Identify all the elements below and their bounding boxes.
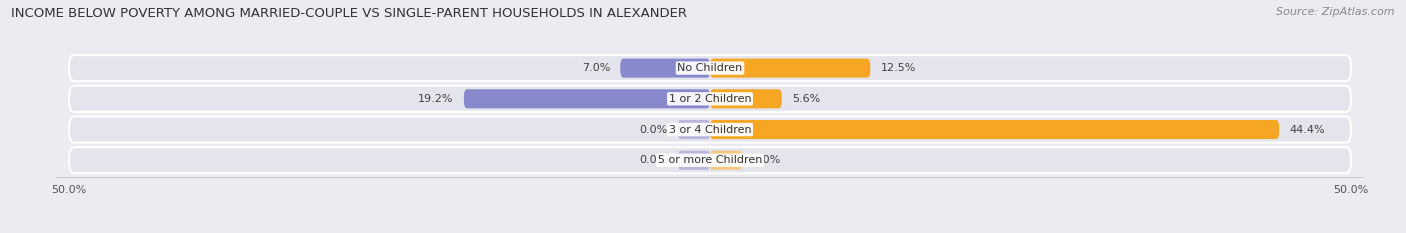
FancyBboxPatch shape xyxy=(69,116,1351,143)
Text: 5 or more Children: 5 or more Children xyxy=(658,155,762,165)
Text: 0.0%: 0.0% xyxy=(640,155,668,165)
FancyBboxPatch shape xyxy=(69,147,1351,173)
FancyBboxPatch shape xyxy=(620,58,710,78)
Text: 0.0%: 0.0% xyxy=(640,124,668,134)
Text: 44.4%: 44.4% xyxy=(1289,124,1324,134)
Text: 0.0%: 0.0% xyxy=(752,155,780,165)
FancyBboxPatch shape xyxy=(69,55,1351,81)
Text: 3 or 4 Children: 3 or 4 Children xyxy=(669,124,751,134)
FancyBboxPatch shape xyxy=(710,89,782,108)
FancyBboxPatch shape xyxy=(710,120,1279,139)
FancyBboxPatch shape xyxy=(678,151,710,170)
FancyBboxPatch shape xyxy=(69,86,1351,112)
Text: Source: ZipAtlas.com: Source: ZipAtlas.com xyxy=(1277,7,1395,17)
FancyBboxPatch shape xyxy=(464,89,710,108)
Text: No Children: No Children xyxy=(678,63,742,73)
Text: 7.0%: 7.0% xyxy=(582,63,610,73)
Text: 19.2%: 19.2% xyxy=(418,94,454,104)
Text: INCOME BELOW POVERTY AMONG MARRIED-COUPLE VS SINGLE-PARENT HOUSEHOLDS IN ALEXAND: INCOME BELOW POVERTY AMONG MARRIED-COUPL… xyxy=(11,7,688,20)
FancyBboxPatch shape xyxy=(678,120,710,139)
Text: 5.6%: 5.6% xyxy=(792,94,820,104)
FancyBboxPatch shape xyxy=(710,151,742,170)
Text: 12.5%: 12.5% xyxy=(880,63,915,73)
FancyBboxPatch shape xyxy=(710,58,870,78)
Text: 1 or 2 Children: 1 or 2 Children xyxy=(669,94,751,104)
